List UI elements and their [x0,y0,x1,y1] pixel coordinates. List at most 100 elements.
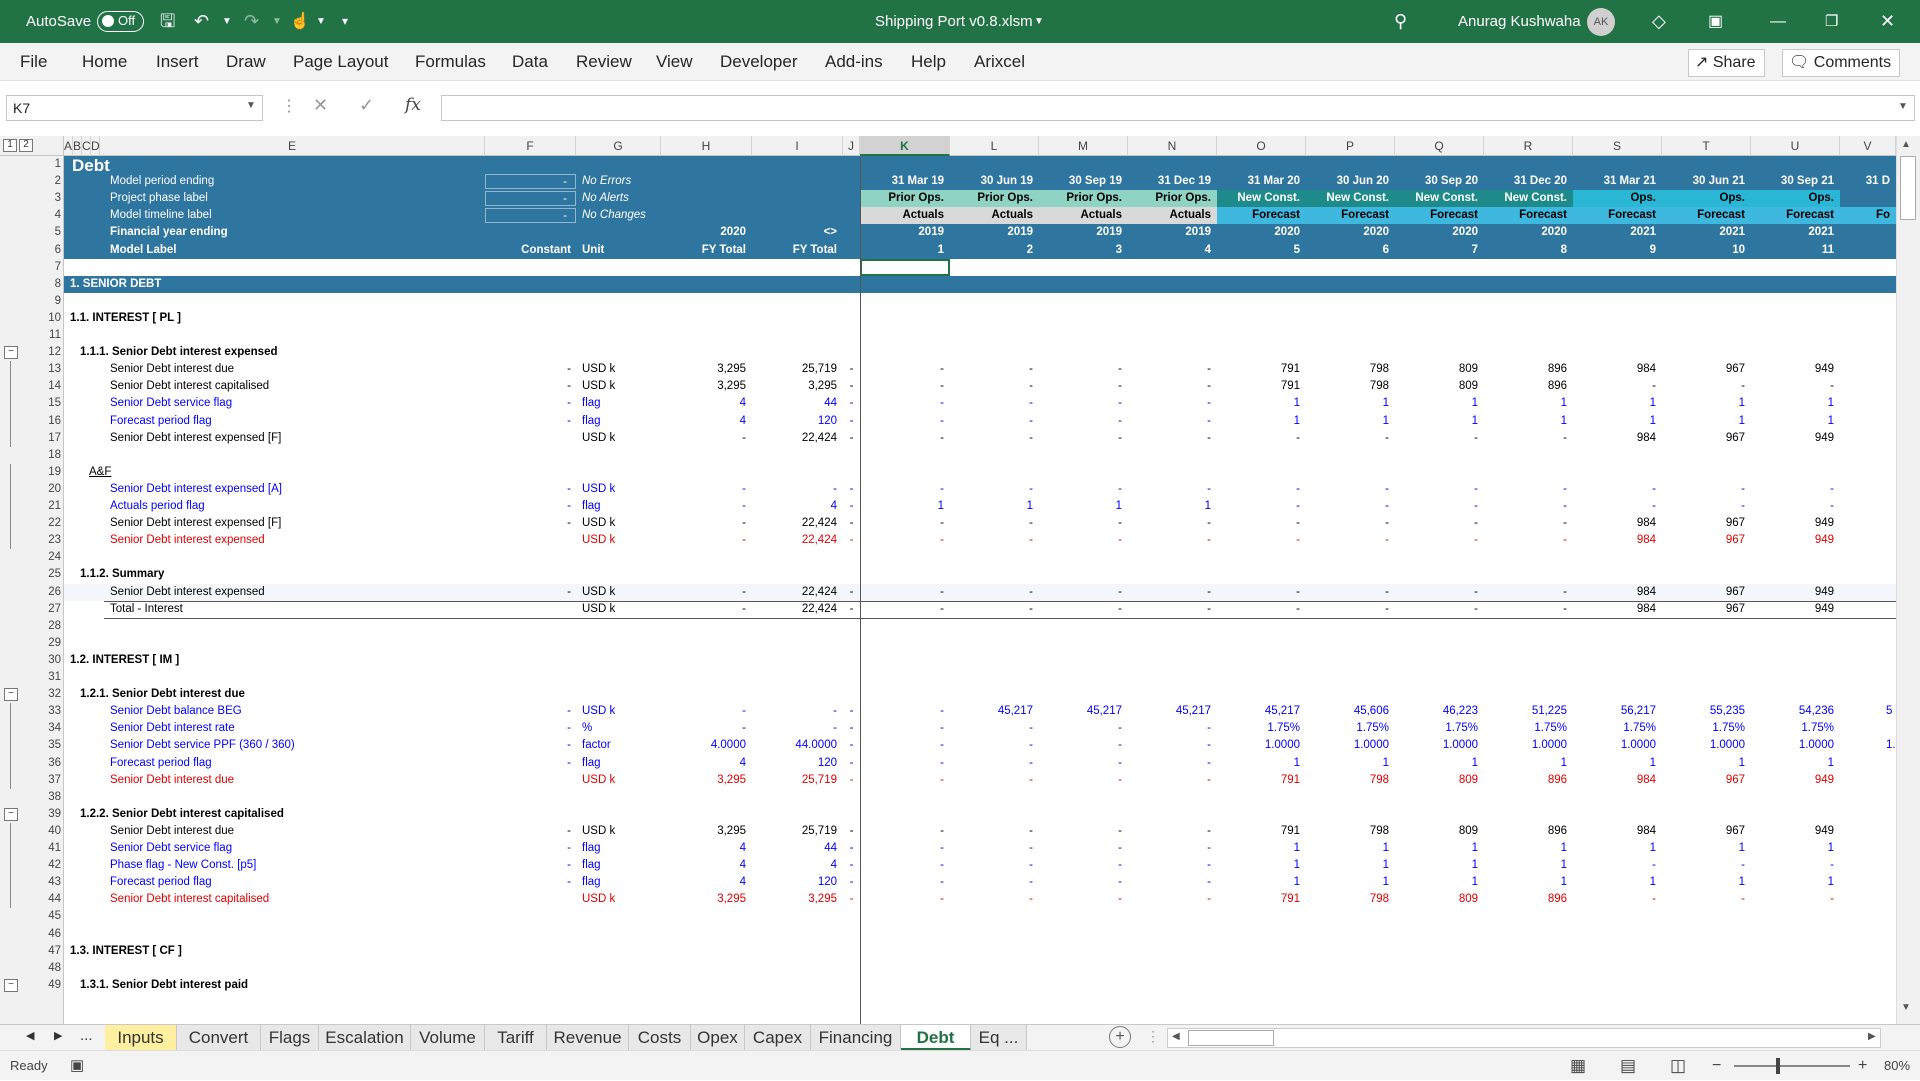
menu-file[interactable]: File [20,52,48,71]
row-number[interactable]: 36 [48,756,61,769]
period-value-cell[interactable]: - [1118,380,1122,393]
column-header-n[interactable]: N [1128,136,1217,156]
menu-draw[interactable]: Draw [226,52,266,71]
sheet-tab-volume[interactable]: Volume [411,1025,485,1051]
period-value-cell[interactable]: 1 [1560,397,1567,410]
next-sheet-icon[interactable]: ▶ [54,1030,63,1042]
menu-page-layout[interactable]: Page Layout [293,52,389,71]
row-number[interactable]: 38 [48,790,61,803]
row-number[interactable]: 16 [48,414,61,427]
period-value-cell[interactable]: 1 [1560,876,1567,889]
period-value-cell[interactable]: - [1385,534,1389,547]
cancel-icon[interactable]: ✕ [313,95,329,115]
constant-cell[interactable] [485,772,571,789]
period-value-cell[interactable]: - [1029,739,1033,752]
enter-icon[interactable]: ✓ [359,95,375,115]
period-value-cell[interactable]: 56,217 [1620,705,1656,718]
period-value-cell[interactable]: - [1207,431,1211,444]
row-number[interactable]: 31 [48,671,61,683]
period-value-cell[interactable]: 45,217 [1086,705,1122,718]
fy-total-cell[interactable]: - [742,534,746,547]
page-layout-icon[interactable]: ▤ [1620,1056,1637,1075]
fy-total-cell[interactable]: 4 [739,876,746,889]
period-value-cell[interactable]: 1 [1738,842,1745,854]
period-value-cell[interactable]: - [1207,534,1211,547]
row-number[interactable]: 37 [48,773,61,786]
period-value-cell[interactable]: 1 [1560,756,1567,769]
sheet-tab-debt[interactable]: Debt [901,1025,971,1051]
period-value-cell[interactable]: - [1118,876,1122,889]
period-value-cell[interactable]: 791 [1280,363,1300,376]
period-value-cell[interactable]: 1.75% [1267,722,1300,735]
formula-input[interactable] [441,95,1915,121]
period-value-cell[interactable]: - [1118,893,1122,906]
period-value-cell[interactable]: 791 [1280,893,1300,906]
period-value-cell[interactable]: - [1385,602,1389,615]
column-header-k[interactable]: K [860,136,950,156]
constant-cell[interactable]: - [567,517,571,530]
period-value-cell[interactable]: - [1474,517,1478,530]
period-value-cell[interactable]: - [1563,431,1567,444]
period-value-cell[interactable]: - [1118,722,1122,735]
macro-record-icon[interactable]: ▣ [70,1057,85,1074]
row-number[interactable]: 42 [48,859,61,872]
fy-total-cell[interactable]: 44.0000 [795,739,837,752]
unit-cell[interactable]: USD k [582,517,616,530]
unit-cell[interactable]: USD k [582,705,616,718]
unit-cell[interactable]: USD k [582,431,616,444]
j-cell[interactable]: - [849,722,854,735]
header-input-box[interactable]: - [485,174,576,190]
column-header-d[interactable]: D [91,136,100,156]
fy-total-cell[interactable]: 3,295 [717,773,746,786]
row-number[interactable]: 41 [48,842,61,854]
period-value-cell[interactable]: - [940,739,944,752]
column-header-t[interactable]: T [1662,136,1751,156]
period-value-cell[interactable]: 1 [1382,859,1389,872]
fy-total-cell[interactable]: - [742,431,746,444]
row-number[interactable]: 24 [48,551,61,564]
scroll-up-icon[interactable]: ▲ [1901,139,1911,150]
period-value-cell[interactable]: 45,606 [1353,705,1389,718]
fy-total-cell[interactable]: 3,295 [717,824,746,837]
menu-add-ins[interactable]: Add-ins [825,52,883,71]
period-value-cell[interactable]: - [1830,893,1834,906]
period-value-cell[interactable]: - [1029,380,1033,393]
fy-total-cell[interactable]: 3,295 [717,380,746,393]
constant-cell[interactable]: - [567,876,571,889]
period-value-cell[interactable]: 896 [1547,380,1567,393]
horizontal-scrollbar[interactable]: ◀ ▶ [1167,1028,1881,1048]
period-value-cell[interactable]: - [1207,739,1211,752]
period-value-cell[interactable]: - [1207,414,1211,427]
normal-view-icon[interactable]: ▦ [1570,1056,1587,1075]
period-value-cell[interactable]: - [1029,534,1033,547]
period-value-cell[interactable]: - [1741,893,1745,906]
period-value-cell[interactable]: 1 [1293,756,1300,769]
active-cell[interactable] [860,258,950,276]
period-value-cell[interactable]: - [1474,431,1478,444]
j-cell[interactable]: - [849,397,854,410]
menu-insert[interactable]: Insert [156,52,199,71]
sheet-tab-revenue[interactable]: Revenue [547,1025,629,1051]
period-value-cell[interactable]: - [1207,893,1211,906]
fy-total-cell[interactable]: 25,719 [801,824,837,837]
row-number[interactable]: 32 [48,688,61,701]
unit-cell[interactable]: flag [582,756,601,769]
period-value-cell[interactable]: - [1296,534,1300,547]
period-value-cell[interactable]: - [940,534,944,547]
row-number[interactable]: 40 [48,824,61,837]
period-value-cell[interactable]: 1 [1293,397,1300,410]
unit-cell[interactable]: USD k [582,534,616,547]
period-value-cell[interactable]: 967 [1725,517,1745,530]
period-value-cell[interactable]: - [1029,585,1033,598]
vertical-scrollbar[interactable]: ▲ ▼ [1896,136,1920,1024]
share-button[interactable]: ↗ Share [1688,49,1765,77]
period-value-cell[interactable]: 51,225 [1531,705,1567,718]
fy-total-cell[interactable]: - [742,705,746,718]
column-header-a[interactable]: A [64,136,73,156]
sheet-tab-inputs[interactable]: Inputs [105,1025,177,1051]
column-header-h[interactable]: H [661,136,752,156]
unit-cell[interactable]: flag [582,414,601,427]
period-value-cell[interactable]: 1 [1827,876,1834,889]
period-value-cell[interactable]: - [940,893,944,906]
column-header-e[interactable]: E [100,136,485,156]
